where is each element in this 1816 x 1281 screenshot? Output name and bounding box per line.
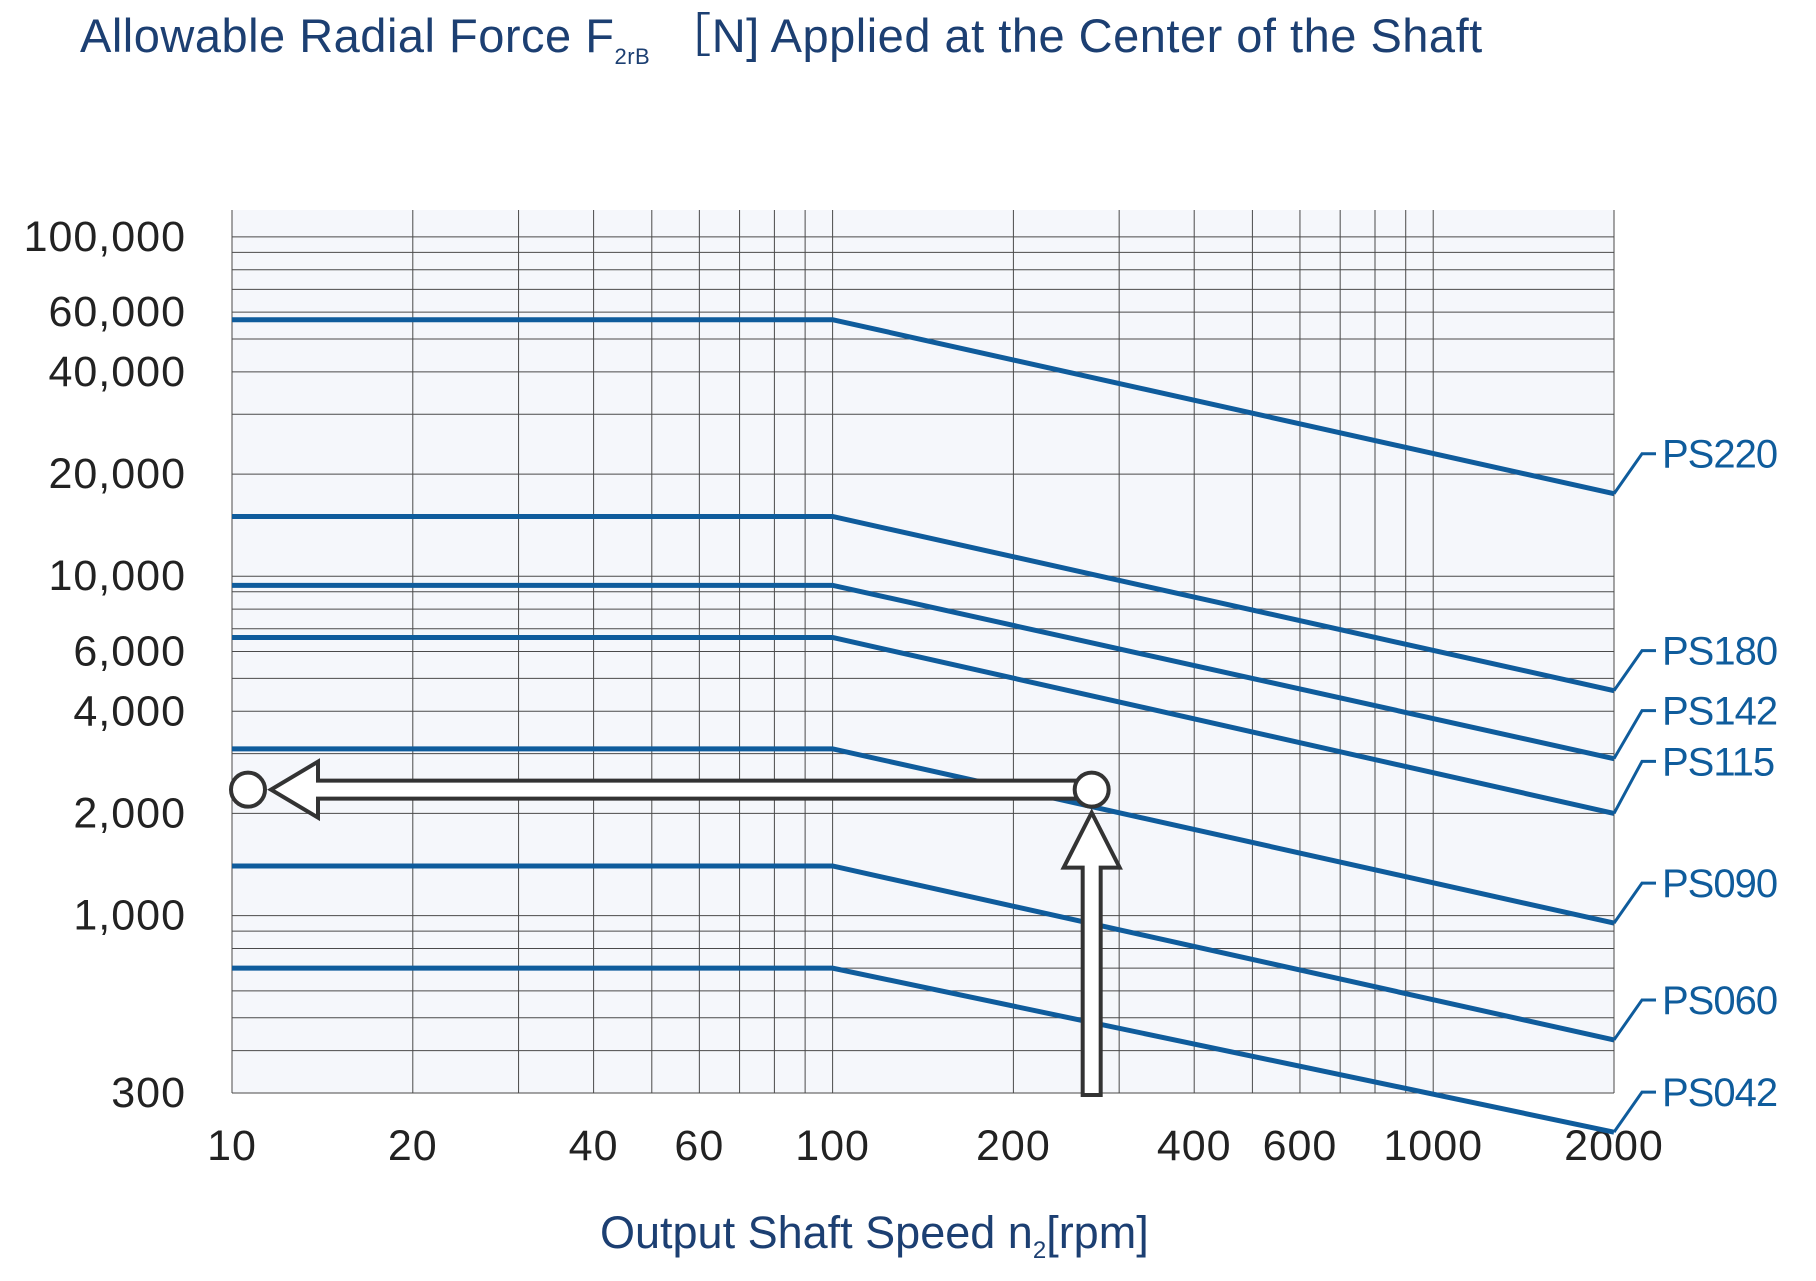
y-tick-label: 2,000 xyxy=(73,789,186,837)
x-tick-label: 40 xyxy=(569,1122,619,1170)
chart-title-subscript: 2rB xyxy=(614,44,650,69)
series-leader-ps042 xyxy=(1612,1090,1656,1134)
series-line-ps115 xyxy=(232,634,1615,816)
x-tick-label: 400 xyxy=(1157,1122,1232,1170)
horizontal-arrow xyxy=(267,758,1077,822)
x-tick-label: 2000 xyxy=(1564,1122,1664,1170)
series-label-ps042: PS042 xyxy=(1662,1071,1777,1115)
series-line-ps220 xyxy=(232,317,1615,497)
y-tick-label: 4,000 xyxy=(73,687,186,735)
x-axis-label-subscript: 2 xyxy=(1033,1237,1046,1264)
x-axis-label: Output Shaft Speed n2[rpm] xyxy=(600,1207,1149,1264)
series-lines xyxy=(232,317,1615,1135)
series-leader-ps180 xyxy=(1612,649,1656,692)
grid xyxy=(231,210,1615,1094)
x-axis-label-rest: [rpm] xyxy=(1046,1207,1149,1258)
x-tick-label: 10 xyxy=(207,1122,257,1170)
y-tick-label: 6,000 xyxy=(73,628,186,676)
series-leader-ps090 xyxy=(1612,881,1656,924)
series-label-ps142: PS142 xyxy=(1662,690,1777,734)
series-label-ps060: PS060 xyxy=(1662,979,1777,1023)
series-line-ps060 xyxy=(232,863,1615,1043)
chart-title: Allowable Radial Force F2rB ［N] Applied a… xyxy=(80,9,1483,69)
y-tick-label: 60,000 xyxy=(48,288,186,336)
x-tick-label: 1000 xyxy=(1383,1122,1483,1170)
result-marker xyxy=(229,770,267,809)
series-label-ps180: PS180 xyxy=(1662,630,1777,674)
x-tick-label: 20 xyxy=(388,1122,438,1170)
series-leader-ps115 xyxy=(1612,759,1656,815)
x-axis-label-main: Output Shaft Speed n xyxy=(600,1207,1033,1258)
y-tick-label: 300 xyxy=(111,1069,186,1117)
read-off-annotation xyxy=(229,758,1123,1097)
series-leader-ps142 xyxy=(1612,709,1656,760)
series-line-ps142 xyxy=(232,582,1615,762)
vertical-arrow xyxy=(1060,808,1123,1097)
chart-title-rest: ［N] Applied at the Center of the Shaft xyxy=(664,9,1482,62)
y-tick-label: 100,000 xyxy=(24,213,186,261)
series-label-ps090: PS090 xyxy=(1662,862,1777,906)
series-line-ps042 xyxy=(232,965,1615,1135)
series-labels: PS220 PS180 PS142 PS115 PS090 PS060 PS042 xyxy=(1612,433,1778,1134)
series-line-ps090 xyxy=(232,746,1615,926)
read-point-marker xyxy=(1072,770,1111,809)
series-leader-ps060 xyxy=(1612,998,1656,1041)
x-tick-label: 100 xyxy=(795,1122,870,1170)
chart-title-main: Allowable Radial Force F xyxy=(80,9,614,62)
x-axis-ticks: 10 20 40 60 100 200 400 600 1000 2000 xyxy=(207,1122,1664,1170)
x-tick-label: 200 xyxy=(976,1122,1051,1170)
y-axis-ticks: 100,000 60,000 40,000 20,000 10,000 6,000 4,00… xyxy=(24,213,186,1117)
series-leader-ps220 xyxy=(1612,452,1656,495)
series-label-ps115: PS115 xyxy=(1662,740,1774,784)
y-tick-label: 20,000 xyxy=(48,450,186,498)
y-tick-label: 40,000 xyxy=(48,348,186,396)
y-tick-label: 1,000 xyxy=(73,892,186,940)
y-tick-label: 10,000 xyxy=(48,552,186,600)
x-tick-label: 60 xyxy=(674,1122,724,1170)
x-tick-label: 600 xyxy=(1263,1122,1338,1170)
series-line-ps180 xyxy=(232,513,1615,694)
series-label-ps220: PS220 xyxy=(1662,433,1777,477)
